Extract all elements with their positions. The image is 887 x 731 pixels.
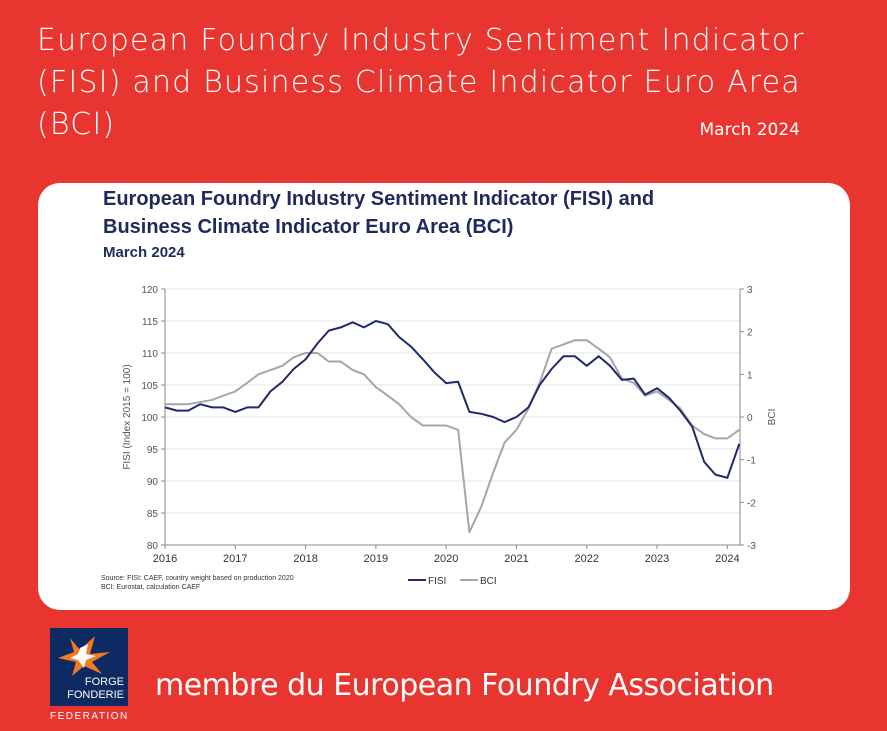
x-tick-label: 2023 xyxy=(645,553,669,565)
series-line xyxy=(164,320,741,479)
y-tick-label: 120 xyxy=(141,285,158,296)
logo-text: FEDERATION xyxy=(50,711,129,722)
x-tick-label: 2024 xyxy=(715,553,739,565)
chart-subtitle: March 2024 xyxy=(103,244,185,261)
y-tick-label: 110 xyxy=(142,349,158,360)
header-title: European Foundry Industry Sentiment Indi… xyxy=(37,23,805,142)
y2-tick-label: -1 xyxy=(747,456,756,467)
x-tick-label: 2021 xyxy=(504,553,528,565)
x-tick-label: 2018 xyxy=(293,553,317,565)
legend-label: FISI xyxy=(428,576,446,587)
y-tick-label: 115 xyxy=(142,317,158,328)
y2-tick-label: 3 xyxy=(747,285,753,296)
series-line xyxy=(165,339,740,534)
x-tick-label: 2016 xyxy=(153,553,177,565)
y-tick-label: 105 xyxy=(141,381,158,392)
y-tick-label: 100 xyxy=(141,413,158,424)
chart-card: European Foundry Industry Sentiment Indi… xyxy=(38,183,850,610)
y-tick-label: 85 xyxy=(147,509,159,520)
chart: European Foundry Industry Sentiment Indi… xyxy=(101,188,778,591)
y2-tick-label: 2 xyxy=(747,328,753,339)
y-axis-label: FISI (Index 2015 = 100) xyxy=(122,364,133,469)
logo-text: FONDERIE xyxy=(67,689,124,701)
logo-graphic xyxy=(58,636,110,676)
source-note: BCI: Eurostat, calculation CAEF xyxy=(101,584,200,591)
logo: FORGE FONDERIE xyxy=(50,628,128,706)
x-tick-label: 2022 xyxy=(575,553,599,565)
y-tick-label: 90 xyxy=(147,477,159,488)
legend-label: BCI xyxy=(480,576,497,587)
logo-text: FORGE xyxy=(84,676,124,688)
y2-tick-label: -2 xyxy=(747,498,756,509)
y2-axis-label: BCI xyxy=(767,409,778,426)
y2-tick-label: 0 xyxy=(747,413,753,424)
x-tick-label: 2017 xyxy=(223,553,247,565)
chart-title: Business Climate Indicator Euro Area (BC… xyxy=(103,216,513,238)
footer-text: membre du European Foundry Association xyxy=(155,668,774,703)
y2-tick-label: 1 xyxy=(747,370,753,381)
x-tick-label: 2020 xyxy=(434,553,458,565)
header-date: March 2024 xyxy=(699,120,801,140)
y2-tick-label: -3 xyxy=(747,541,756,552)
source-note: Source: FISI: CAEF, country weight based… xyxy=(101,575,294,582)
y-tick-label: 80 xyxy=(147,541,159,552)
chart-title: European Foundry Industry Sentiment Indi… xyxy=(103,188,654,210)
x-tick-label: 2019 xyxy=(364,553,388,565)
y-tick-label: 95 xyxy=(147,445,159,456)
